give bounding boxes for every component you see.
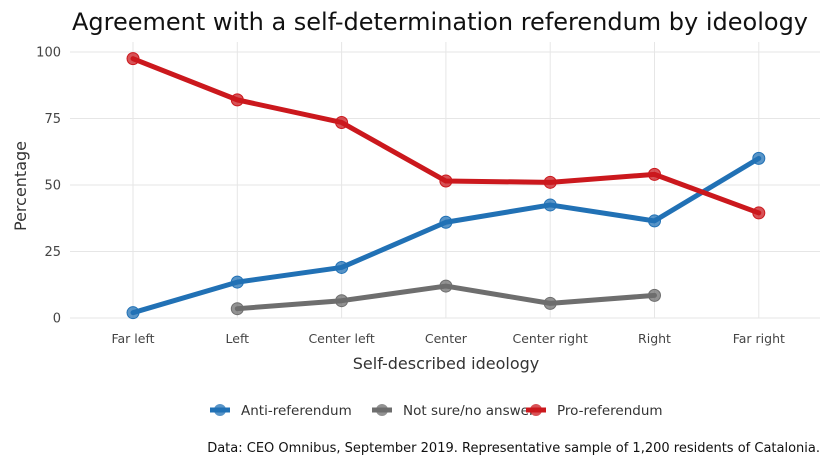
series-pro-referendum	[126, 52, 766, 220]
y-tick-label: 50	[44, 179, 61, 194]
y-tick-label: 75	[44, 112, 61, 127]
data-point-not-sure-no-answer-right	[648, 288, 661, 302]
y-axis-title: Percentage	[11, 141, 30, 231]
legend-label: Pro-referendum	[557, 403, 663, 419]
data-point-anti-referendum-far-right	[752, 151, 766, 165]
legend-item-not-sure-no-answer: Not sure/no answer	[372, 403, 535, 419]
data-point-pro-referendum-center-right	[543, 175, 557, 189]
x-tick-labels: Far left Left Center left Center Center righ…	[111, 331, 785, 346]
data-point-anti-referendum-center	[439, 215, 453, 229]
data-point-not-sure-no-answer-center-left	[335, 294, 349, 308]
data-point-pro-referendum-far-right	[752, 206, 766, 220]
data-point-anti-referendum-left	[230, 275, 244, 289]
data-point-not-sure-no-answer-center	[439, 279, 453, 293]
legend: Anti-referendum Not sure/no answer Pro-ref…	[210, 403, 663, 419]
legend-item-pro-referendum: Pro-referendum	[526, 403, 663, 419]
data-point-pro-referendum-center	[439, 174, 453, 188]
data-point-anti-referendum-far-left	[126, 306, 140, 320]
data-point-anti-referendum-right	[648, 214, 661, 228]
y-tick-label: 100	[36, 46, 61, 61]
data-point-not-sure-no-answer-left	[230, 302, 244, 316]
legend-label: Not sure/no answer	[403, 403, 535, 419]
x-tick-label-center-right: Center right	[512, 331, 588, 346]
y-tick-labels: 0 25 50 75 100	[36, 46, 61, 327]
legend-swatch-point	[376, 404, 388, 416]
y-tick-label: 0	[53, 312, 61, 327]
x-tick-label-center-left: Center left	[308, 331, 374, 346]
legend-item-anti-referendum: Anti-referendum	[210, 403, 352, 419]
series-anti-referendum	[126, 151, 766, 320]
data-point-pro-referendum-right	[648, 167, 661, 181]
x-tick-label-right: Right	[638, 331, 671, 346]
data-point-pro-referendum-center-left	[335, 115, 349, 129]
caption: Data: CEO Omnibus, September 2019. Repre…	[207, 441, 820, 456]
x-tick-label-far-right: Far right	[733, 331, 785, 346]
x-tick-label-center: Center	[425, 331, 468, 346]
x-axis-title: Self-described ideology	[353, 354, 539, 373]
chart-title: Agreement with a self-determination refe…	[72, 8, 808, 36]
data-point-anti-referendum-center-left	[335, 260, 349, 274]
legend-label: Anti-referendum	[241, 403, 352, 419]
legend-swatch-point	[214, 404, 226, 416]
data-point-pro-referendum-left	[230, 93, 244, 107]
x-tick-label-far-left: Far left	[111, 331, 154, 346]
data-point-pro-referendum-far-left	[126, 52, 140, 66]
data-point-not-sure-no-answer-center-right	[543, 296, 557, 310]
legend-swatch-point	[530, 404, 542, 416]
series-group	[126, 52, 766, 320]
y-tick-label: 25	[44, 245, 61, 260]
series-not-sure-no-answer	[230, 279, 661, 316]
data-point-anti-referendum-center-right	[543, 198, 557, 212]
x-tick-label-left: Left	[226, 331, 250, 346]
